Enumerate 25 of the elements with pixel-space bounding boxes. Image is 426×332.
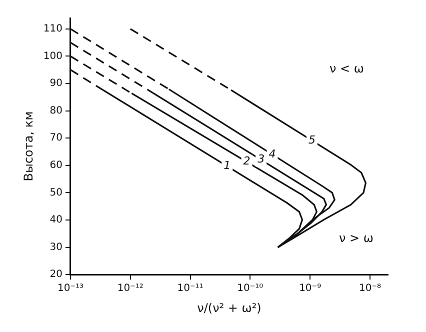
x-tick-label: 10⁻⁸ — [358, 283, 381, 294]
y-tick-label: 70 — [50, 132, 62, 144]
series-label: 5 — [308, 133, 316, 146]
x-axis-title: ν/(ν² + ω²) — [197, 300, 262, 315]
y-tick-label: 20 — [50, 269, 62, 280]
annotation: ν > ω — [339, 230, 374, 245]
annotation: ν < ω — [330, 61, 364, 76]
x-tick-label: 10⁻¹² — [117, 283, 144, 294]
x-tick-label: 10⁻¹³ — [57, 283, 84, 294]
x-tick-label: 10⁻⁹ — [299, 283, 322, 294]
y-tick-label: 80 — [50, 105, 62, 116]
series-label: 3 — [258, 152, 265, 166]
y-tick-label: 110 — [43, 24, 62, 35]
y-tick-label: 50 — [50, 187, 62, 198]
y-tick-label: 100 — [43, 50, 62, 62]
series-label: 1 — [224, 159, 231, 172]
series-label: 2 — [243, 154, 250, 168]
series-label: 4 — [268, 147, 276, 160]
y-tick-label: 30 — [50, 242, 62, 253]
y-axis-title: Высота, км — [21, 111, 36, 182]
x-tick-label: 10⁻¹⁰ — [237, 283, 264, 294]
y-tick-label: 40 — [50, 214, 62, 226]
y-tick-label: 90 — [50, 78, 62, 90]
y-tick-label: 60 — [50, 160, 62, 171]
x-tick-label: 10⁻¹¹ — [177, 283, 204, 294]
